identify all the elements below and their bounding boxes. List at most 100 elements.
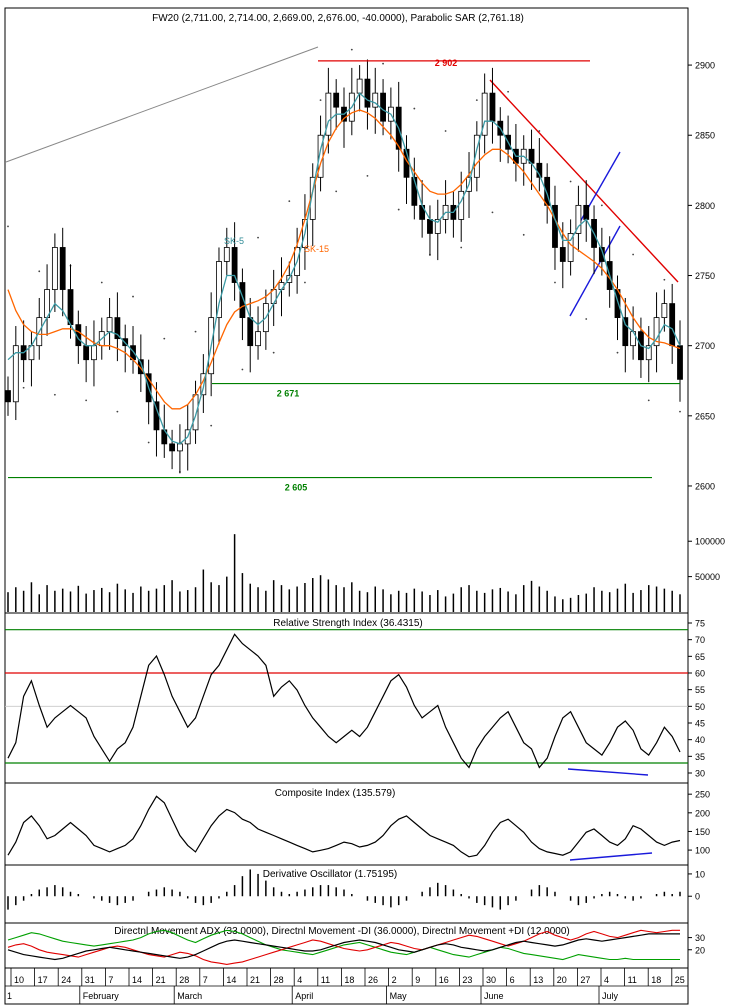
price-y-tick-label: 2650 (695, 411, 715, 421)
rsi-y-tick-label: 50 (695, 702, 705, 712)
x-tick-label: 26 (368, 975, 378, 985)
sar-dot (241, 368, 244, 371)
candle-body (325, 92, 332, 136)
candle-body (114, 317, 121, 340)
sar-dot (132, 295, 134, 298)
x-tick-label: 4 (604, 975, 609, 985)
rsi-line (7, 633, 681, 769)
x-tick-label: 18 (344, 975, 354, 985)
sar-dot (319, 99, 322, 102)
candle-body (247, 317, 254, 347)
dmi-y-tick-label: 30 (695, 933, 705, 943)
price-panel: FW20 (2,711.00, 2,714.00, 2,669.00, 2,67… (4, 7, 715, 614)
candle-body (677, 345, 683, 380)
sar-dot (522, 233, 525, 236)
candle-body (216, 261, 222, 319)
sar-dot (85, 399, 88, 402)
x-tick-label: 4 (297, 975, 302, 985)
sar-dot (616, 351, 619, 354)
dmi-adx-line (7, 933, 680, 961)
candle-body (106, 317, 113, 333)
sar-dot (7, 225, 9, 228)
x-tick-label: 6 (510, 975, 515, 985)
sar-dot (147, 441, 150, 444)
sar-dot (210, 424, 213, 427)
sar-dot (585, 318, 588, 320)
candle-body (372, 92, 379, 108)
x-month-label: February (83, 991, 120, 1001)
x-tick-label: 14 (132, 975, 142, 985)
sk5-moving-average-line (7, 92, 681, 445)
sar-dot (663, 278, 666, 281)
sar-dot (460, 246, 463, 249)
candle-body (137, 359, 144, 375)
x-tick-label: 18 (651, 975, 661, 985)
sar-dot (569, 180, 572, 183)
price-level-label: 2 605 (285, 483, 308, 493)
price-level-lines: 2 902 2 671 2 605 (8, 58, 680, 493)
sar-dot (288, 200, 291, 203)
price-panel-frame (4, 7, 689, 614)
x-tick-label: 28 (179, 975, 189, 985)
x-tick-label: 2 (392, 975, 397, 985)
x-month-label: June (484, 991, 504, 1001)
derivative-y-tick-label: 10 (695, 869, 705, 879)
price-y-tick-label: 2600 (695, 481, 715, 491)
composite-y-tick-label: 100 (695, 846, 710, 856)
candle-body (333, 92, 340, 108)
candle-body (575, 204, 582, 234)
x-tick-label: 14 (226, 975, 236, 985)
rsi-level-lines (5, 629, 688, 764)
composite-panel-frame (4, 782, 689, 866)
x-tick-label: 7 (108, 975, 113, 985)
x-first-label: 1 (7, 991, 12, 1001)
x-axis-months: 1 February March April May June July (7, 986, 619, 1004)
candle-body (427, 219, 433, 234)
volume-panel: 50000 100000 (7, 534, 725, 612)
candle-body (434, 219, 441, 234)
candle-body (239, 282, 246, 319)
sar-dot (679, 410, 681, 413)
rsi-y-tick-label: 40 (695, 735, 705, 745)
candle-body (661, 303, 668, 319)
candle-body (67, 289, 74, 326)
rsi-y-tick-label: 45 (695, 719, 705, 729)
candle-body (653, 317, 660, 347)
candle-body (51, 247, 58, 290)
candle-body (255, 331, 261, 347)
sar-dot (632, 253, 635, 256)
candle-body (489, 92, 496, 122)
x-tick-label: 21 (156, 975, 166, 985)
rsi-panel-title: Relative Strength Index (36.4315) (273, 618, 423, 629)
composite-panel: Composite Index (135.579) 100 150 200 250 (4, 782, 710, 866)
volume-y-tick-label: 100000 (695, 537, 725, 547)
candle-body (481, 92, 488, 136)
price-y-tick-label: 2800 (695, 201, 715, 211)
sar-dot (163, 337, 166, 340)
sk5-label: SK-5 (224, 236, 244, 246)
dmi-panel: Directnl Movement ADX (33.0000), Directn… (4, 922, 705, 969)
composite-y-tick-label: 150 (695, 827, 710, 837)
sar-dot (397, 208, 400, 211)
volume-y-tick-label: 50000 (695, 572, 720, 582)
candle-body (59, 247, 66, 290)
x-tick-label: 23 (462, 975, 472, 985)
x-tick-label: 30 (486, 975, 496, 985)
sar-dot (257, 236, 259, 239)
price-level-label: 2 902 (435, 58, 458, 68)
derivative-oscillator-bars (7, 869, 681, 910)
sar-dot (366, 175, 369, 177)
channel-trendline (5, 46, 319, 163)
candle-body (83, 345, 90, 361)
sar-dot (507, 90, 509, 93)
x-tick-label: 20 (557, 975, 567, 985)
candle-body (411, 176, 418, 206)
resistance-trendline (489, 79, 679, 283)
rsi-panel: Relative Strength Index (36.4315) 30 35 40… (4, 612, 705, 784)
blue-channel-lower (569, 225, 621, 317)
candle-body (380, 92, 386, 122)
rsi-y-tick-label: 35 (695, 752, 705, 762)
candle-body (598, 247, 605, 262)
